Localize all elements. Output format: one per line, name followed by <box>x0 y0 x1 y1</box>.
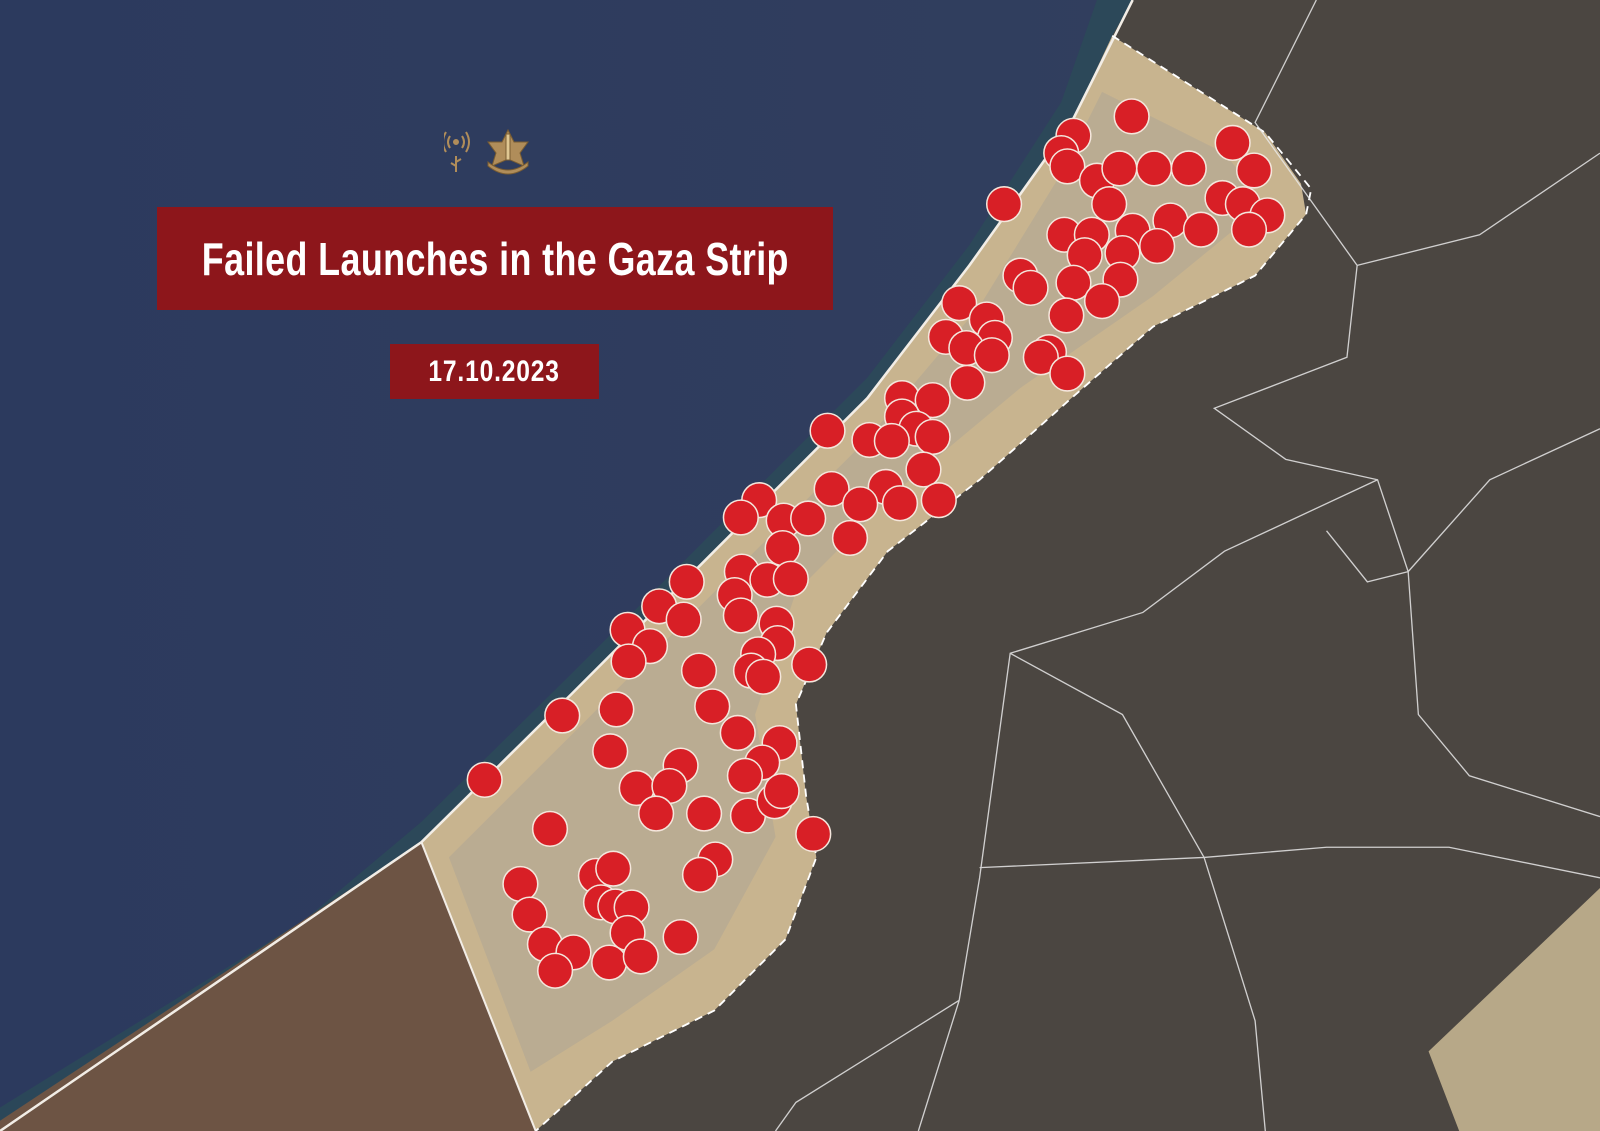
failed-launch-marker <box>722 499 759 536</box>
failed-launch-marker <box>665 601 702 638</box>
failed-launch-marker <box>763 772 800 810</box>
failed-launch-marker <box>881 485 919 522</box>
failed-launch-marker <box>790 500 827 537</box>
failed-launch-marker <box>722 597 759 634</box>
failed-launch-marker <box>1049 148 1086 185</box>
failed-launch-marker <box>622 938 659 975</box>
failed-launch-marker <box>1230 211 1268 248</box>
failed-launch-marker <box>791 646 828 683</box>
failed-launch-marker <box>1101 150 1138 187</box>
failed-launch-marker <box>914 418 951 456</box>
failed-launch-marker <box>985 186 1023 223</box>
failed-launch-marker <box>502 865 539 903</box>
logo-group <box>442 128 529 175</box>
failed-launch-marker <box>685 795 723 832</box>
failed-launch-marker <box>831 519 869 557</box>
logos <box>442 126 544 176</box>
failed-launch-marker <box>592 733 629 770</box>
failed-launch-marker <box>591 944 628 981</box>
date-label: 17.10.2023 <box>428 354 561 388</box>
failed-launch-marker <box>680 652 718 689</box>
neighbor-town-area <box>1428 888 1600 1131</box>
failed-launch-marker <box>511 896 548 933</box>
failed-launch-marker <box>949 364 986 401</box>
failed-launch-marker <box>544 697 581 734</box>
failed-launch-marker <box>795 815 832 853</box>
failed-launch-marker <box>1091 186 1128 223</box>
failed-launch-marker <box>719 714 756 752</box>
failed-launch-marker <box>662 918 699 956</box>
israel-border-dashed <box>535 34 1313 1131</box>
page-title: Failed Launches in the Gaza Strip <box>201 232 789 285</box>
failed-launch-marker <box>610 643 647 680</box>
failed-launch-marker <box>920 482 957 519</box>
failed-launch-marker <box>694 688 731 725</box>
failed-launch-marker <box>638 795 675 832</box>
date-banner: 17.10.2023 <box>390 344 599 399</box>
title-banner: Failed Launches in the Gaza Strip <box>157 207 833 310</box>
failed-launch-marker <box>598 691 635 728</box>
failed-launch-marker <box>1049 355 1086 392</box>
failed-launch-marker <box>914 382 951 419</box>
egypt-land <box>0 842 536 1131</box>
egypt-border <box>420 841 537 1131</box>
failed-launch-marker <box>1235 152 1273 189</box>
failed-launch-marker <box>873 422 910 460</box>
failed-launch-marker <box>531 810 569 847</box>
failed-launch-marker <box>842 486 879 523</box>
spokesperson-unit-antenna-icon <box>442 131 470 172</box>
failed-launch-marker <box>726 757 764 794</box>
failed-launch-marker <box>772 560 809 597</box>
failed-launch-marker <box>813 470 850 508</box>
idf-emblem-icon <box>487 128 529 175</box>
israel-land <box>535 0 1600 1131</box>
failed-launch-marker <box>1170 150 1207 187</box>
failed-launch-marker <box>1083 283 1121 320</box>
failed-launch-marker <box>595 850 632 887</box>
failed-launch-marker <box>905 451 942 488</box>
failed-launch-marker <box>536 952 574 989</box>
failed-launch-marker <box>1139 227 1176 265</box>
failed-launch-markers <box>466 98 1286 989</box>
failed-launch-marker <box>809 412 846 449</box>
roads <box>774 0 1600 1131</box>
failed-launch-marker <box>1214 124 1251 162</box>
failed-launch-marker <box>941 285 978 322</box>
failed-launch-marker <box>1022 339 1059 376</box>
failed-launch-marker <box>745 658 782 695</box>
failed-launch-marker <box>764 530 801 567</box>
failed-launch-marker <box>466 761 503 798</box>
failed-launch-marker <box>1135 150 1173 187</box>
failed-launch-marker <box>668 563 705 600</box>
failed-launch-marker <box>973 337 1010 374</box>
gaza-strip <box>421 35 1307 1131</box>
failed-launch-marker <box>1113 98 1150 135</box>
failed-launch-marker <box>1048 297 1085 334</box>
failed-launch-marker <box>1182 211 1220 248</box>
failed-launch-marker <box>681 856 719 893</box>
failed-launch-marker <box>1012 269 1049 306</box>
